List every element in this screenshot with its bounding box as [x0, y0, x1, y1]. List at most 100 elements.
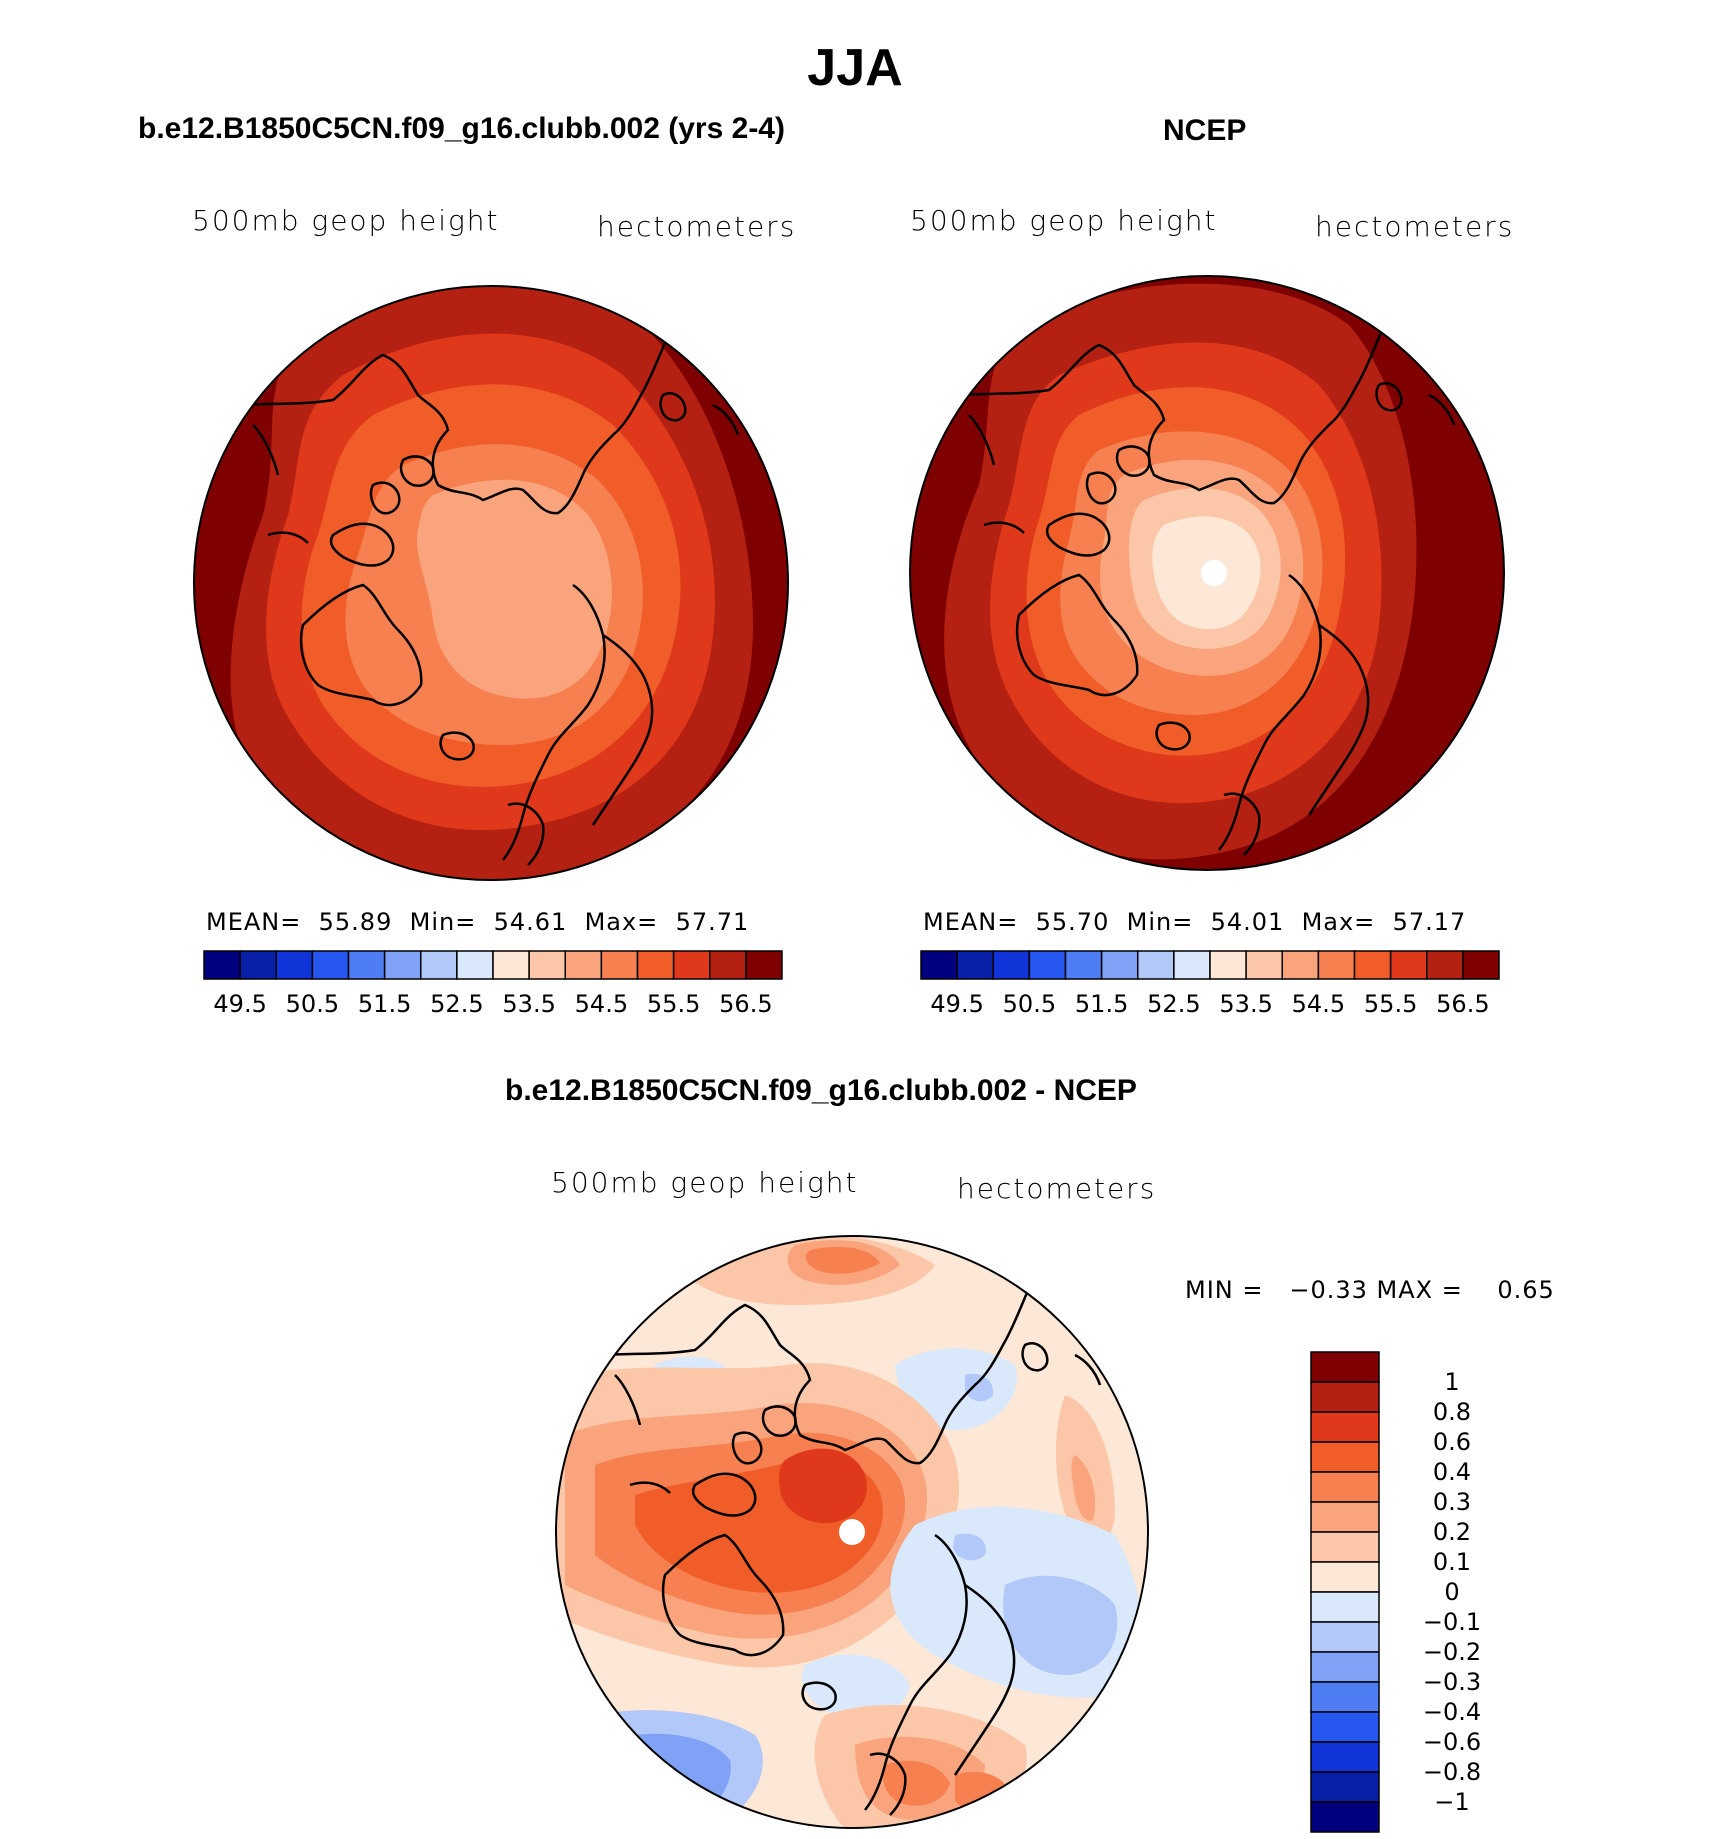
colorbar-tick-label: 49.5: [930, 990, 984, 1018]
colorbar-swatch: [636, 950, 675, 980]
colorbar-swatch: [1462, 950, 1500, 980]
colorbar-swatch: [1245, 950, 1283, 980]
colorbar-tick-label: 51.5: [357, 990, 412, 1018]
colorbar-swatch: [1310, 1621, 1380, 1653]
min-value: 54.01: [1210, 908, 1285, 936]
max-value: 57.71: [675, 908, 750, 936]
colorbar-swatch: [1310, 1741, 1380, 1773]
model-polar-map: [193, 285, 789, 881]
colorbar-tick-label: −0.2: [1422, 1638, 1482, 1666]
colorbar-swatch: [1281, 950, 1320, 980]
coastlines: [958, 293, 1456, 856]
colorbar-swatch: [992, 950, 1031, 980]
colorbar-tick-label: 0.8: [1432, 1398, 1472, 1426]
colorbar-swatch: [383, 950, 422, 980]
diff-units-label: hectometers: [957, 1172, 1157, 1205]
colorbar-tick-label: −0.1: [1422, 1608, 1482, 1636]
colorbar-swatch: [1389, 950, 1428, 980]
colorbar-swatch: [347, 950, 386, 980]
model-variable-label: 500mb geop height: [192, 204, 500, 237]
colorbar-swatch: [420, 950, 458, 980]
mean-value: 55.89: [318, 908, 393, 936]
colorbar-tick-label: 0.1: [1432, 1548, 1472, 1576]
colorbar-swatch: [1310, 1501, 1380, 1533]
colorbar-tick-label: 0.3: [1432, 1488, 1472, 1516]
colorbar-swatch: [920, 950, 958, 980]
obs-units-label: hectometers: [1315, 210, 1515, 243]
mean-label: MEAN=: [923, 908, 1019, 936]
colorbar-tick-label: 55.5: [1363, 990, 1418, 1018]
colorbar-swatch: [1310, 1351, 1380, 1383]
coastlines: [604, 1253, 1102, 1816]
map-boundary: [909, 275, 1505, 871]
diff-panel-title: b.e12.B1850C5CN.f09_g16.clubb.002 - NCEP: [505, 1074, 1137, 1107]
contour-fill: [417, 479, 612, 699]
contour-fill: [801, 1654, 910, 1719]
colorbar-swatch: [1310, 1771, 1380, 1803]
colorbar-swatch: [1310, 1531, 1380, 1563]
colorbar-swatch: [1028, 950, 1067, 980]
colorbar-swatch: [1310, 1591, 1380, 1623]
diff-colorbar: [1310, 1351, 1380, 1833]
colorbar-tick-label: 0.2: [1432, 1518, 1472, 1546]
mean-label: MEAN=: [206, 908, 302, 936]
colorbar-swatch: [709, 950, 747, 980]
colorbar-swatch: [1353, 950, 1392, 980]
contour-fill: [1003, 1575, 1118, 1675]
mean-value: 55.70: [1035, 908, 1110, 936]
colorbar-swatch: [1100, 950, 1139, 980]
obs-colorbar-labels: 49.5 50.5 51.5 52.5 53.5 54.5 55.5 56.5: [921, 990, 1499, 1020]
colorbar-tick-label: −1: [1434, 1788, 1470, 1816]
colorbar-swatch: [564, 950, 603, 980]
colorbar-tick-label: 0.4: [1432, 1458, 1472, 1486]
missing-data-pole: [839, 1519, 865, 1545]
colorbar-tick-label: 49.5: [213, 990, 267, 1018]
max-label: Max=: [1301, 908, 1376, 936]
colorbar-swatch: [1310, 1441, 1380, 1473]
diff-variable-label: 500mb geop height: [551, 1166, 859, 1199]
map-boundary: [193, 285, 789, 881]
colorbar-tick-label: 52.5: [1147, 990, 1201, 1018]
missing-data-pole: [1201, 560, 1227, 586]
min-label: Min=: [1126, 908, 1194, 936]
colorbar-swatch: [311, 950, 350, 980]
colorbar-swatch: [203, 950, 241, 980]
model-colorbar-labels: 49.5 50.5 51.5 52.5 53.5 54.5 55.5 56.5: [204, 990, 782, 1020]
colorbar-tick-label: 50.5: [285, 990, 340, 1018]
colorbar-tick-label: 51.5: [1074, 990, 1129, 1018]
obs-panel-title: NCEP: [1163, 114, 1247, 147]
colorbar-swatch: [672, 950, 711, 980]
colorbar-tick-label: 54.5: [1291, 990, 1346, 1018]
colorbar-swatch: [1310, 1801, 1380, 1833]
colorbar-swatch: [1209, 950, 1247, 980]
colorbar-tick-label: 56.5: [1436, 990, 1490, 1018]
colorbar-swatch: [492, 950, 530, 980]
obs-stats: MEAN= 55.70 Min= 54.01 Max= 57.17: [923, 908, 1466, 936]
colorbar-swatch: [1310, 1681, 1380, 1713]
colorbar-swatch: [956, 950, 994, 980]
min-value: 54.61: [493, 908, 568, 936]
model-units-label: hectometers: [597, 210, 797, 243]
colorbar-tick-label: −0.6: [1422, 1728, 1482, 1756]
model-stats: MEAN= 55.89 Min= 54.61 Max= 57.71: [206, 908, 749, 936]
colorbar-tick-label: −0.8: [1422, 1758, 1482, 1786]
min-label: Min=: [409, 908, 477, 936]
colorbar-tick-label: 55.5: [646, 990, 701, 1018]
model-panel-title: b.e12.B1850C5CN.f09_g16.clubb.002 (yrs 2…: [138, 112, 785, 145]
colorbar-swatch: [1173, 950, 1211, 980]
colorbar-swatch: [1310, 1471, 1380, 1503]
colorbar-tick-label: 0.6: [1432, 1428, 1472, 1456]
colorbar-tick-label: 50.5: [1002, 990, 1057, 1018]
diff-colorbar-labels: 1 0.8 0.6 0.4 0.3 0.2 0.1 0 −0.1 −0.2 −0.3 −0.4 −0.6…: [1392, 1352, 1512, 1832]
colorbar-swatch: [1310, 1561, 1380, 1593]
max-label: Max=: [584, 908, 659, 936]
colorbar-tick-label: 53.5: [1219, 990, 1273, 1018]
max-value: 57.17: [1392, 908, 1467, 936]
coastlines: [242, 303, 740, 866]
contour-fill: [895, 1348, 1017, 1430]
colorbar-tick-label: 1: [1444, 1368, 1460, 1396]
diff-polar-map: [555, 1235, 1149, 1829]
obs-polar-map: [909, 275, 1505, 871]
contour-fill: [779, 1448, 867, 1524]
colorbar-swatch: [528, 950, 566, 980]
